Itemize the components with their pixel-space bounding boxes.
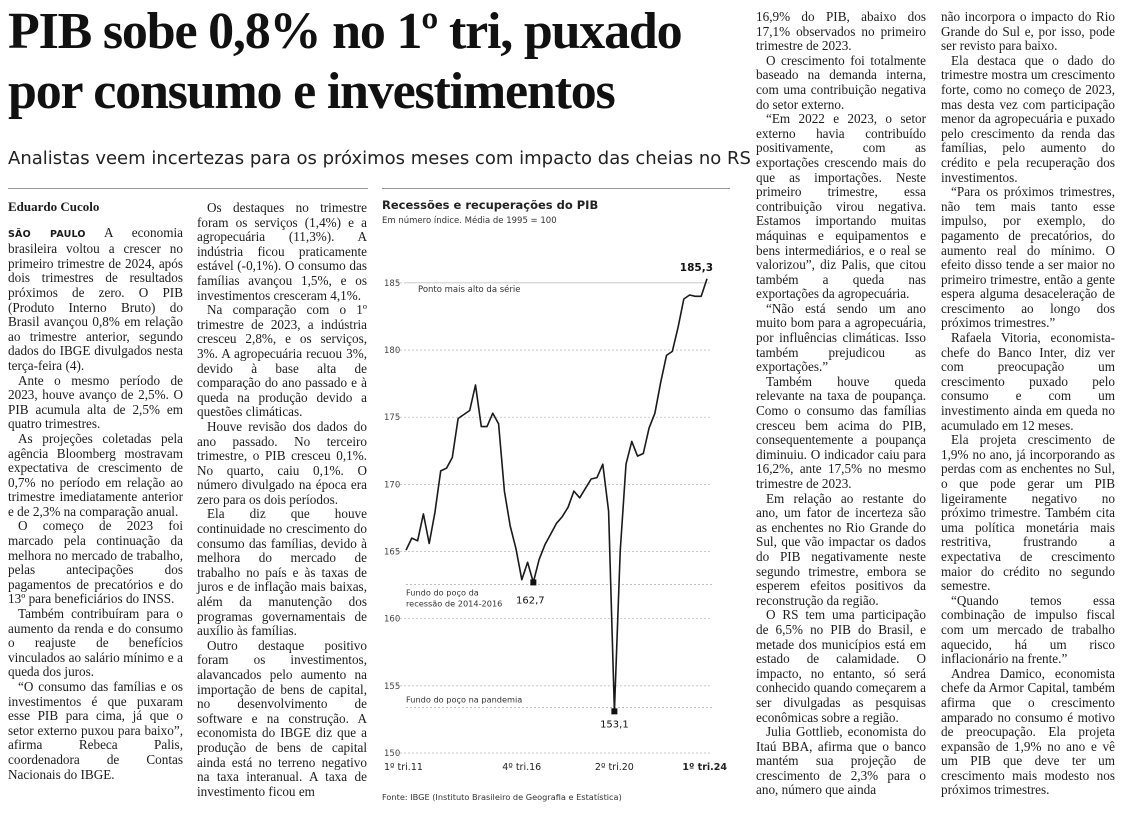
chart-markers <box>530 579 618 715</box>
x-tick-label: 2º tri.20 <box>595 762 634 773</box>
paragraph: “Para os próximos trimestres, não tem ma… <box>941 184 1115 331</box>
chart-subtitle: Em número índice. Média de 1995 = 100 <box>382 216 557 226</box>
y-tick-label: 165 <box>384 548 400 558</box>
paragraph: As projeções coletadas pela agência Bloo… <box>8 430 183 519</box>
y-tick-label: 170 <box>384 480 400 490</box>
paragraph: O começo de 2023 foi marcado pela contin… <box>8 518 183 607</box>
value-label-peak: 185,3 <box>680 262 713 274</box>
paragraph: Ante o mesmo período de 2023, houve avan… <box>8 372 183 432</box>
chart-rule <box>382 188 730 189</box>
paragraph: “Em 2022 e 2023, o setor externo havia c… <box>756 111 926 302</box>
y-tick-label: 160 <box>384 615 400 625</box>
dateline: SÃO PAULO <box>8 228 86 240</box>
chart-source: Fonte: IBGE (Instituto Brasileiro de Geo… <box>382 792 622 802</box>
annotation-label-peak: Ponto mais alto da série <box>418 284 520 295</box>
paragraph: Em relação ao restante do ano, um fator … <box>756 490 926 608</box>
value-label-pandemic: 153,1 <box>600 719 629 730</box>
paragraph: Também houve queda relevante na taxa de … <box>756 373 926 491</box>
y-tick-label: 180 <box>384 346 400 356</box>
paragraph: 16,9% do PIB, abaixo dos 17,1% observado… <box>756 9 926 54</box>
chart-x-axis: 1º tri.11 4º tri.16 2º tri.20 1º tri.24 <box>384 762 727 773</box>
gdp-series-line <box>405 278 708 713</box>
paragraph: Houve revisão dos dados do ano passado. … <box>197 418 367 507</box>
marker-recession-low <box>530 579 537 586</box>
paragraph: Ela destaca que o dado do trimestre most… <box>941 52 1115 185</box>
paragraph: “Quando temos essa combinação de impulso… <box>941 592 1115 667</box>
marker-pandemic-low <box>611 708 618 715</box>
paragraph: “O consumo das famílias e os investiment… <box>8 679 183 782</box>
headline-line-1: PIB sobe 0,8% no 1º tri, puxado <box>8 3 683 60</box>
paragraph: Andrea Damico, economista chefe da Armor… <box>941 665 1115 798</box>
paragraph: A economia brasileira voltou a crescer n… <box>8 224 183 373</box>
byline: Eduardo Cucolo <box>8 199 100 214</box>
paragraph: Ela projeta crescimento de 1,9% no ano, … <box>941 432 1115 594</box>
annotation-label-pandemic: Fundo do poço na pandemia <box>406 694 522 704</box>
paragraph: Na comparação com o 1º trimestre de 2023… <box>197 302 367 420</box>
annotation-label-recession: recessão de 2014-2016 <box>406 598 502 608</box>
x-tick-label: 1º tri.11 <box>384 762 423 773</box>
chart-y-axis: 150 155 160 165 170 175 180 185 <box>384 279 400 759</box>
y-tick-label: 175 <box>384 413 400 423</box>
headline: PIB sobe 0,8% no 1º tri, puxado por cons… <box>8 2 748 122</box>
annotation-label-recession: Fundo do poço da <box>406 587 479 597</box>
chart-gridlines <box>396 282 712 754</box>
x-tick-label: 4º tri.16 <box>502 762 541 773</box>
headline-line-2: por consumo e investimentos <box>8 63 616 120</box>
chart-annotations: Ponto mais alto da série 185,3 Fundo do po… <box>406 262 713 730</box>
paragraph: não incorpora o impacto do Rio Grande do… <box>941 9 1115 54</box>
value-label-recession: 162,7 <box>516 595 545 606</box>
paragraph: O RS tem uma participação de 6,5% no PIB… <box>756 607 926 725</box>
chart-title: Recessões e recuperações do PIB <box>382 198 599 212</box>
paragraph: Ela diz que houve continuidade no cresci… <box>197 506 367 639</box>
paragraph: Os destaques no trimestre foram os servi… <box>197 200 367 303</box>
y-tick-label: 185 <box>384 279 400 289</box>
article-column-4: não incorpora o impacto do Rio Grande do… <box>941 9 1115 798</box>
column-rule <box>8 188 368 189</box>
paragraph: Rafaela Vitoria, economista-chefe do Ban… <box>941 330 1115 433</box>
gdp-line-chart: 150 155 160 165 170 175 180 185 1º tri.11 4º tri… <box>384 262 727 773</box>
article-column-2: Os destaques no trimestre foram os servi… <box>197 200 367 799</box>
subheadline: Analistas veem incertezas para os próxim… <box>8 148 751 169</box>
x-tick-label: 1º tri.24 <box>682 762 727 773</box>
paragraph: “Não está sendo um ano muito bom para a … <box>756 300 926 375</box>
lead-paragraph: SÃO PAULO A economia brasileira voltou a… <box>8 224 183 374</box>
paragraph: Também contribuíram para o aumento da re… <box>8 606 183 680</box>
article-column-1: Eduardo Cucolo SÃO PAULO A economia bras… <box>8 199 183 782</box>
paragraph: Julia Gottlieb, economista do Itaú BBA, … <box>756 724 926 798</box>
article-column-3: 16,9% do PIB, abaixo dos 17,1% observado… <box>756 9 926 798</box>
paragraph: O crescimento foi totalmente baseado na … <box>756 52 926 112</box>
y-tick-label: 150 <box>384 749 400 759</box>
paragraph: Outro destaque positivo foram os investi… <box>197 637 367 799</box>
y-tick-label: 155 <box>384 682 400 692</box>
